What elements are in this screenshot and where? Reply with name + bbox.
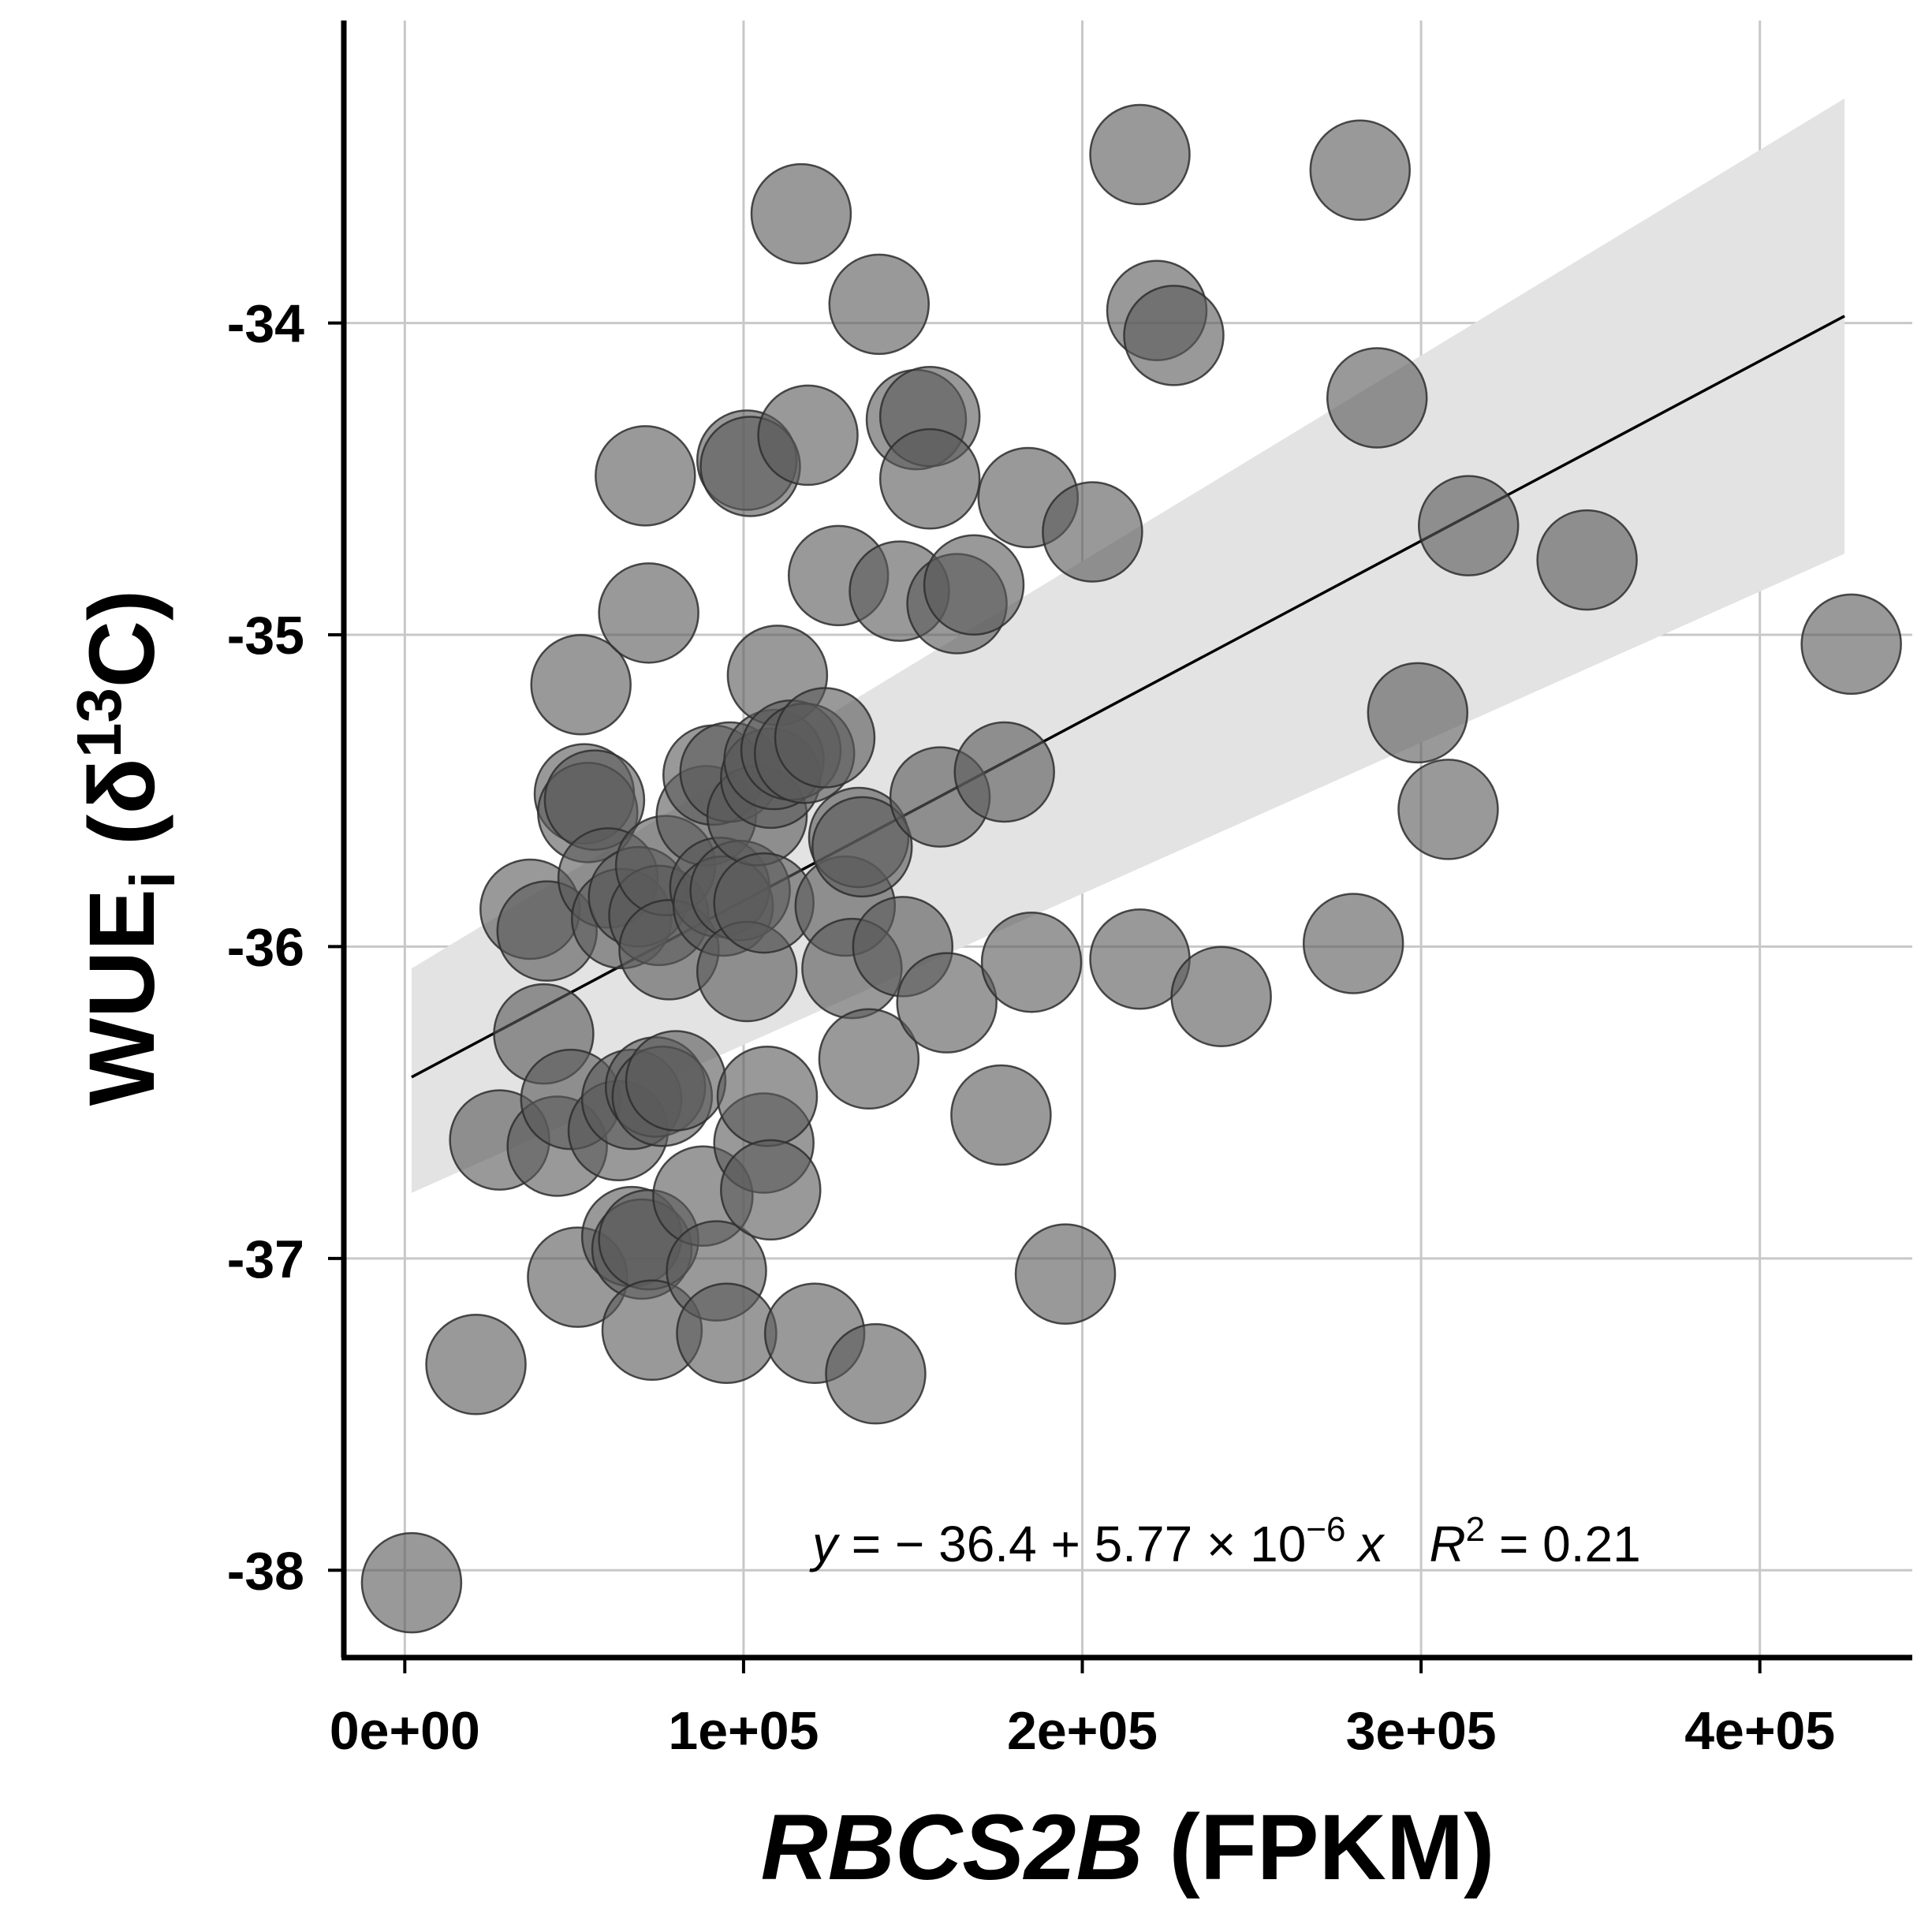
data-point bbox=[1800, 593, 1902, 696]
y-tick-label: -34 bbox=[227, 294, 304, 354]
data-point bbox=[1089, 103, 1191, 206]
data-point bbox=[530, 634, 632, 736]
data-point bbox=[1367, 662, 1469, 764]
data-point bbox=[878, 428, 981, 530]
data-point bbox=[896, 952, 998, 1054]
data-point bbox=[425, 1314, 527, 1415]
data-point bbox=[818, 1008, 920, 1110]
y-tick-label: -36 bbox=[227, 917, 304, 977]
data-point bbox=[1326, 347, 1428, 449]
data-point bbox=[716, 1045, 819, 1147]
x-tick-label: 1e+05 bbox=[668, 1701, 819, 1761]
x-axis-title: RBCS2B (FPKM) bbox=[761, 1796, 1495, 1900]
data-point bbox=[750, 162, 852, 265]
x-tick-label: 3e+05 bbox=[1346, 1701, 1497, 1761]
x-tick-label: 2e+05 bbox=[1007, 1701, 1158, 1761]
data-point bbox=[625, 1030, 727, 1132]
data-point bbox=[595, 425, 696, 527]
data-point bbox=[1123, 285, 1225, 386]
axis-ticks: 0e+00 1e+05 2e+05 3e+05 4e+05 -38 -37 -36 -35 -34 bbox=[227, 294, 1835, 1761]
data-point bbox=[1397, 759, 1499, 860]
data-points bbox=[360, 103, 1902, 1634]
y-tick-label: -38 bbox=[227, 1541, 304, 1601]
data-point bbox=[598, 562, 699, 664]
y-axis-title: WUEi (δ13C) bbox=[64, 590, 188, 1106]
data-point bbox=[923, 534, 1025, 636]
regression-equation: y = − 36.4 + 5.77 × 10−6 x R2 = 0.21 bbox=[809, 1510, 1641, 1572]
y-tick-label: -35 bbox=[227, 606, 304, 666]
x-tick-label: 0e+00 bbox=[330, 1701, 480, 1761]
data-point bbox=[1309, 119, 1412, 222]
data-point bbox=[1042, 481, 1143, 583]
data-point bbox=[774, 687, 876, 789]
data-point bbox=[757, 384, 859, 487]
data-point bbox=[1417, 475, 1520, 576]
data-point bbox=[1170, 945, 1272, 1047]
data-point bbox=[720, 1139, 822, 1241]
axes bbox=[341, 21, 1912, 1661]
data-point bbox=[953, 721, 1055, 823]
y-tick-label: -37 bbox=[227, 1229, 304, 1289]
data-point bbox=[1536, 509, 1638, 611]
data-point bbox=[825, 1322, 927, 1425]
data-point bbox=[1014, 1223, 1117, 1325]
data-point bbox=[1302, 893, 1404, 994]
data-point bbox=[811, 796, 913, 898]
data-point bbox=[360, 1531, 463, 1634]
data-point bbox=[980, 911, 1083, 1013]
data-point bbox=[828, 253, 931, 356]
data-point bbox=[950, 1064, 1052, 1166]
x-tick-label: 4e+05 bbox=[1684, 1701, 1835, 1761]
data-point bbox=[676, 1282, 778, 1385]
